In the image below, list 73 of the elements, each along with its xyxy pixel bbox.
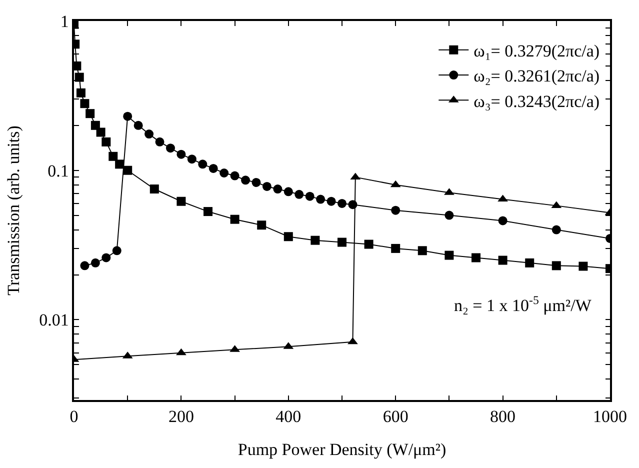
point — [74, 72, 84, 82]
point — [166, 144, 175, 153]
point — [144, 130, 154, 139]
point — [115, 160, 124, 169]
point — [187, 154, 196, 164]
point — [155, 137, 164, 146]
point — [176, 150, 186, 159]
point — [241, 176, 250, 185]
point — [96, 128, 106, 137]
point — [364, 240, 374, 249]
point — [273, 184, 282, 194]
point — [252, 178, 261, 187]
x-tick-label: 800 — [490, 407, 516, 426]
x-tick-label: 0 — [70, 407, 78, 426]
point — [498, 256, 508, 265]
point — [204, 207, 212, 216]
point — [284, 232, 293, 242]
point — [86, 109, 95, 118]
y-tick-label: 0.1 — [48, 161, 69, 180]
point — [134, 120, 143, 130]
point — [80, 99, 90, 108]
x-axis-title: Pump Power Density (W/μm²) — [238, 440, 446, 460]
point — [326, 196, 336, 206]
point — [338, 238, 346, 247]
point — [112, 246, 122, 256]
point — [525, 258, 534, 268]
point — [498, 216, 508, 226]
point — [294, 190, 304, 199]
point — [102, 253, 111, 262]
point — [90, 258, 100, 268]
x-tick-label: 1000 — [593, 407, 627, 426]
point — [230, 214, 240, 224]
point — [176, 196, 186, 206]
point — [472, 253, 480, 262]
point — [391, 244, 400, 253]
point — [391, 206, 400, 215]
y-tick-label: 1 — [60, 12, 69, 31]
point — [108, 152, 118, 161]
point — [310, 236, 320, 245]
point — [257, 220, 266, 230]
y-axis-title: Transmission (arb. units) — [4, 126, 24, 296]
legend-label: ω₃= 0.3243(2πc/a) — [474, 92, 600, 111]
point — [102, 137, 111, 146]
point — [338, 198, 346, 208]
point — [198, 160, 208, 169]
point — [316, 194, 326, 204]
point — [208, 164, 218, 173]
point — [444, 210, 454, 220]
point — [123, 166, 132, 175]
x-tick-label: 600 — [382, 407, 408, 426]
point — [498, 194, 508, 202]
legend-label: ω₁= 0.3279(2πc/a) — [474, 42, 600, 61]
point — [220, 168, 229, 178]
point — [418, 246, 427, 256]
point — [150, 184, 159, 194]
y-tick-label: 0.01 — [39, 310, 69, 330]
x-tick-label: 200 — [168, 407, 194, 426]
point — [123, 112, 132, 121]
annotation: n₂ = 1 x 10$^{-5}$ μm²/W — [454, 293, 592, 316]
point — [552, 261, 561, 270]
point — [444, 250, 454, 260]
point — [284, 187, 293, 196]
point — [76, 88, 86, 98]
point — [552, 225, 561, 234]
point — [262, 182, 272, 191]
point — [80, 261, 90, 270]
point — [348, 337, 358, 344]
legend-label: ω₂= 0.3261(2πc/a) — [474, 66, 600, 86]
point — [305, 192, 314, 201]
point — [578, 262, 588, 271]
point — [176, 348, 186, 356]
point — [230, 171, 240, 180]
x-tick-label: 400 — [276, 407, 302, 426]
